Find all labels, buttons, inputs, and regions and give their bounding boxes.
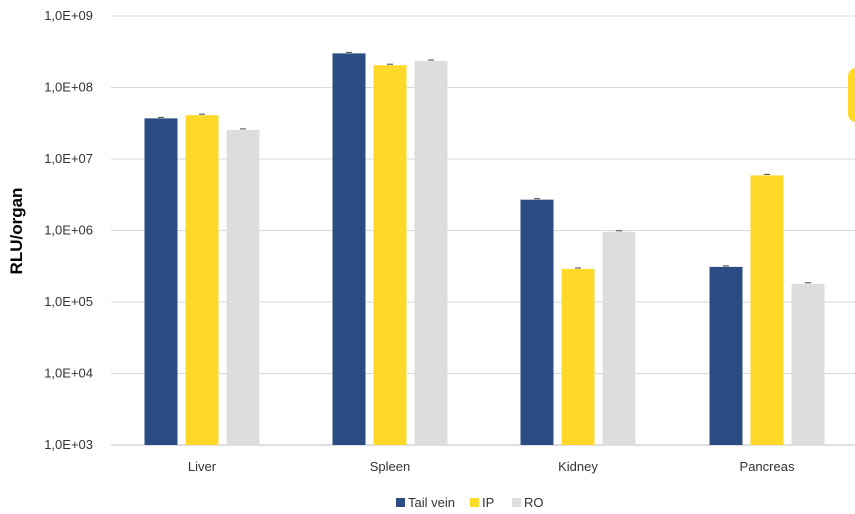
legend: Tail vein IP RO: [396, 495, 544, 510]
x-axis-ticks: Liver Spleen Kidney Pancreas: [188, 459, 795, 474]
gridlines: [111, 15, 855, 446]
bars: [144, 51, 825, 446]
bar-pancreas-ip: [750, 175, 784, 445]
y-tick-label: 1,0E+04: [44, 366, 93, 381]
x-tick-label: Liver: [188, 459, 217, 474]
bar-kidney-ro: [602, 231, 636, 445]
bar-liver-tail-vein: [144, 118, 178, 446]
x-tick-label: Kidney: [558, 459, 598, 474]
bar-kidney-ip: [561, 268, 595, 445]
y-tick-label: 1,0E+03: [44, 437, 93, 452]
y-tick-label: 1,0E+09: [44, 8, 93, 23]
legend-swatch: [512, 498, 521, 507]
bar-pancreas-ro: [791, 283, 825, 445]
bar-liver-ip: [185, 115, 219, 446]
bar-spleen-ro: [414, 60, 448, 445]
edge-highlight-shape: [848, 68, 855, 122]
y-tick-label: 1,0E+06: [44, 223, 93, 238]
y-axis-label: RLU/organ: [7, 188, 26, 275]
legend-label: Tail vein: [408, 495, 455, 510]
legend-swatch: [470, 498, 479, 507]
y-axis-ticks: 1,0E+03 1,0E+04 1,0E+05 1,0E+06 1,0E+07 1,0E+…: [44, 8, 93, 452]
legend-swatch: [396, 498, 405, 507]
y-tick-label: 1,0E+07: [44, 151, 93, 166]
bar-spleen-ip: [373, 65, 407, 446]
x-tick-label: Spleen: [370, 459, 410, 474]
x-tick-label: Pancreas: [740, 459, 795, 474]
bar-spleen-tail-vein: [332, 53, 366, 445]
legend-label: IP: [482, 495, 494, 510]
bar-kidney-tail-vein: [520, 199, 554, 445]
bar-liver-ro: [226, 129, 260, 445]
y-tick-label: 1,0E+05: [44, 294, 93, 309]
bar-pancreas-tail-vein: [709, 266, 743, 445]
y-tick-label: 1,0E+08: [44, 80, 93, 95]
legend-label: RO: [524, 495, 544, 510]
